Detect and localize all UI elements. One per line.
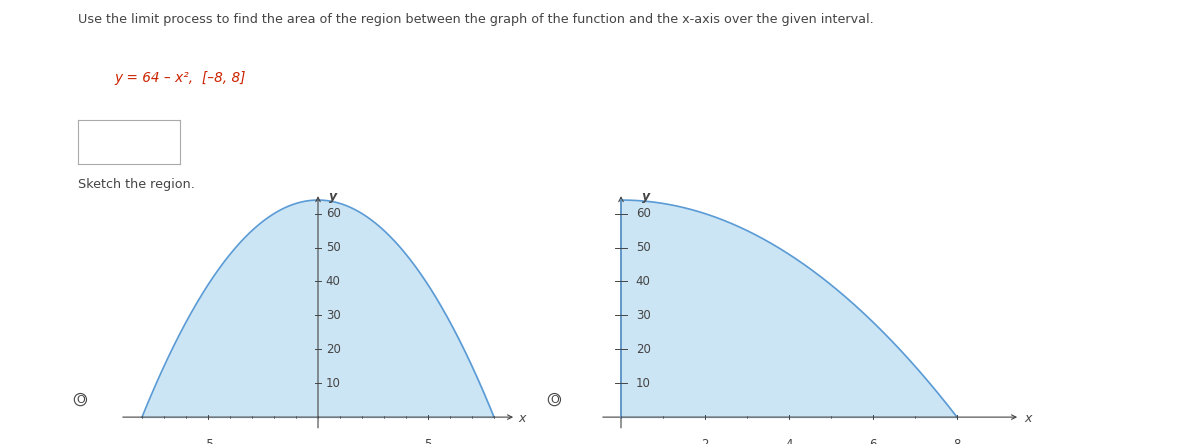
Text: 50: 50 [325,241,341,254]
Text: 30: 30 [325,309,341,322]
Text: x: x [518,412,526,424]
Text: 40: 40 [636,275,650,288]
Text: x: x [1025,412,1032,424]
Text: y = 64 – x²,  [–8, 8]: y = 64 – x², [–8, 8] [114,71,246,85]
Text: 50: 50 [636,241,650,254]
Text: 40: 40 [325,275,341,288]
Text: 10: 10 [636,377,650,390]
Text: 60: 60 [325,207,341,220]
Text: O: O [550,395,559,404]
Text: 20: 20 [325,343,341,356]
Text: 10: 10 [325,377,341,390]
Text: 60: 60 [636,207,650,220]
Text: O: O [76,395,85,404]
Text: 30: 30 [636,309,650,322]
Text: y: y [642,190,650,203]
Text: Use the limit process to find the area of the region between the graph of the fu: Use the limit process to find the area o… [78,13,874,26]
Text: 20: 20 [636,343,650,356]
Text: Sketch the region.: Sketch the region. [78,178,194,190]
Text: y: y [329,190,337,203]
